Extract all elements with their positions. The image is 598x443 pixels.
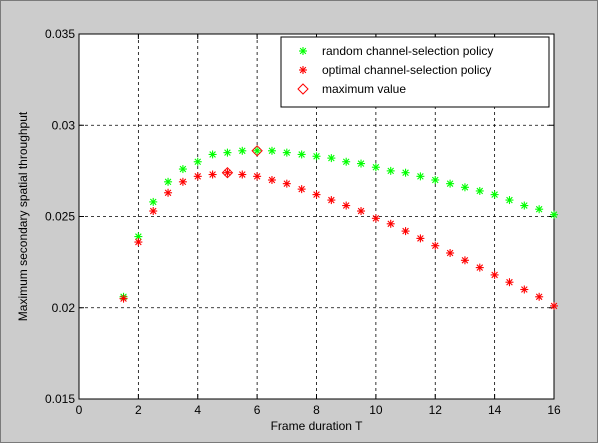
optimal-policy-point [208, 170, 217, 179]
random-policy-point [386, 166, 395, 175]
optimal-policy-point [505, 278, 514, 287]
random-policy-point [178, 165, 187, 174]
legend-random-policy-marker [299, 47, 307, 55]
optimal-policy-point [164, 188, 173, 197]
optimal-policy-point [282, 179, 291, 188]
x-tick-label: 10 [369, 403, 383, 417]
legend-maximum-value: maximum value [297, 82, 406, 96]
y-tick-label: 0.015 [45, 392, 75, 406]
optimal-policy-point [178, 177, 187, 186]
random-policy-point [253, 146, 262, 155]
optimal-policy-point [460, 256, 469, 265]
x-axis-label: Frame duration T [271, 419, 363, 433]
legend-random-policy: random channel-selection policy [299, 44, 493, 58]
optimal-policy-point [134, 238, 143, 247]
y-tick-label: 0.02 [52, 301, 76, 315]
y-tick-label: 0.035 [45, 27, 75, 41]
legend-maximum-value-label: maximum value [322, 82, 406, 96]
axis-ticks: 0 2 4 6 8 10 12 14 16 0.015 0.02 0.025 0.03 0.035 [45, 27, 561, 417]
optimal-policy-point [431, 241, 440, 250]
optimal-policy-point [490, 270, 499, 279]
random-policy-point [208, 150, 217, 159]
optimal-policy-point [446, 249, 455, 257]
legend-optimal-policy-marker [299, 66, 307, 74]
optimal-policy-point [297, 185, 306, 194]
random-policy-point [342, 157, 351, 166]
optimal-policy-point [475, 263, 484, 272]
x-tick-label: 4 [194, 403, 201, 417]
random-policy-point [475, 186, 484, 195]
optimal-policy-point [193, 172, 202, 181]
random-policy-point [193, 157, 202, 166]
random-policy-point [431, 176, 440, 184]
optimal-policy-point [119, 294, 128, 303]
optimal-policy-point [535, 292, 544, 301]
random-policy-point [401, 168, 410, 177]
optimal-policy-point [312, 190, 321, 199]
y-axis-label: Maximum secondary spatial throughput [16, 111, 30, 321]
random-policy-point [282, 148, 291, 157]
random-policy-point [446, 179, 455, 188]
optimal-policy-point [327, 196, 336, 205]
maximum-value-marker [221, 166, 234, 179]
x-tick-label: 8 [313, 403, 320, 417]
optimal-policy-point [223, 168, 232, 177]
legend-random-policy-label: random channel-selection policy [322, 44, 493, 58]
random-policy-point [238, 146, 247, 155]
legend-maximum-value-marker [297, 83, 309, 95]
optimal-policy-point [520, 285, 529, 294]
random-policy-point [505, 196, 514, 205]
random-policy-point [460, 183, 469, 192]
x-tick-label: 0 [76, 403, 83, 417]
x-tick-label: 12 [429, 403, 443, 417]
legend: random channel-selection policy optimal c… [280, 36, 550, 108]
random-policy-point [223, 148, 232, 157]
maximum-value-marker [251, 145, 263, 157]
random-policy-point [164, 177, 173, 186]
random-policy-point [267, 146, 276, 155]
optimal-policy-point [357, 207, 366, 216]
random-policy-point [297, 150, 306, 159]
x-tick-label: 6 [254, 403, 261, 417]
y-tick-label: 0.025 [45, 210, 75, 224]
random-policy-point [550, 210, 558, 219]
legend-box [280, 36, 550, 108]
optimal-policy-point [267, 176, 276, 184]
random-policy-point [490, 190, 499, 199]
optimal-policy-point [253, 172, 262, 181]
optimal-policy-point [416, 234, 425, 243]
y-tick-label: 0.03 [52, 118, 76, 132]
optimal-policy-point [401, 227, 410, 236]
x-tick-label: 14 [488, 403, 502, 417]
random-policy-point [312, 152, 321, 161]
x-tick-label: 2 [135, 403, 142, 417]
optimal-policy-point [149, 207, 158, 216]
optimal-policy-point [238, 170, 247, 179]
optimal-policy-point [371, 214, 380, 223]
optimal-policy-point [386, 219, 395, 228]
optimal-policy-point [550, 301, 558, 310]
optimal-policy-point [342, 201, 351, 210]
random-policy-point [357, 159, 366, 168]
legend-optimal-policy-label: optimal channel-selection policy [322, 63, 491, 77]
random-policy-point [371, 163, 380, 172]
x-tick-label: 16 [547, 403, 561, 417]
random-policy-point [327, 154, 336, 163]
random-policy-point [520, 201, 529, 210]
random-policy-point [535, 205, 544, 214]
legend-optimal-policy: optimal channel-selection policy [299, 63, 491, 77]
random-policy-point [416, 172, 425, 181]
data-marks [119, 145, 558, 310]
random-policy-point [149, 197, 158, 206]
